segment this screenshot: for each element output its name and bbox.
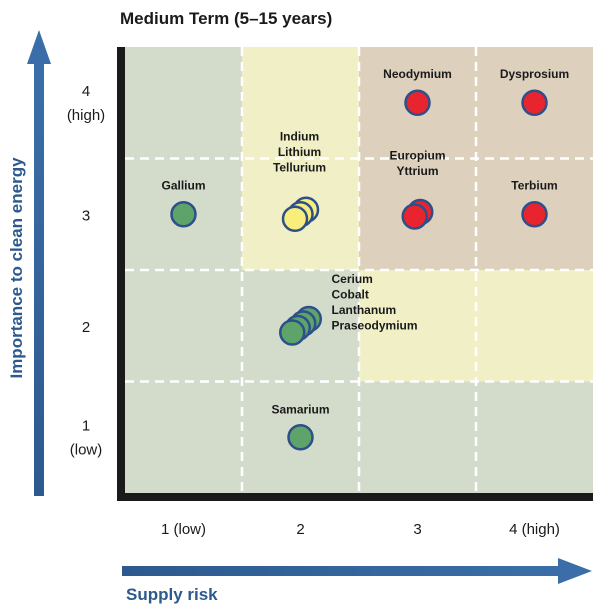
x-tick-2: 2 <box>296 521 304 538</box>
label-neodymium: Neodymium <box>383 67 452 81</box>
x-tick-4-high: 4 (high) <box>509 521 560 538</box>
point-europium <box>401 203 428 230</box>
x-axis-title: Supply risk <box>126 585 218 604</box>
label-samarium: Samarium <box>271 402 329 416</box>
plot-axes <box>117 47 593 501</box>
point-samarium <box>287 424 314 451</box>
label-yttrium: Yttrium <box>397 164 439 178</box>
y-axis-arrow <box>27 30 51 496</box>
y-tick-1: 1 <box>82 417 90 434</box>
point-gallium <box>170 201 197 228</box>
x-tick-labels: 1 (low) 2 3 4 (high) <box>161 521 560 538</box>
y-tick-low: (low) <box>70 441 103 458</box>
y-tick-4: 4 <box>82 83 90 100</box>
y-tick-2: 2 <box>82 319 90 336</box>
x-tick-3: 3 <box>413 521 421 538</box>
label-cobalt: Cobalt <box>332 287 369 301</box>
point-indium <box>281 205 309 232</box>
label-lithium: Lithium <box>278 145 321 159</box>
x-tick-1-low: 1 (low) <box>161 521 206 538</box>
point-cerium <box>279 319 306 346</box>
x-axis-line <box>117 493 593 501</box>
y-axis-title: Importance to clean energy <box>7 157 26 379</box>
label-tellurium: Tellurium <box>273 160 326 174</box>
y-tick-3: 3 <box>82 207 90 224</box>
label-gallium: Gallium <box>161 178 205 192</box>
label-indium: Indium <box>280 129 319 143</box>
y-axis-line <box>117 47 125 501</box>
label-dysprosium: Dysprosium <box>500 67 569 81</box>
point-terbium <box>521 201 548 228</box>
data-points <box>170 89 548 451</box>
grid-lines <box>125 47 593 493</box>
label-europium: Europium <box>390 148 446 162</box>
label-terbium: Terbium <box>511 178 557 192</box>
x-axis-arrow <box>122 558 592 584</box>
point-dysprosium <box>521 89 548 116</box>
label-praseodymium: Praseodymium <box>332 318 418 332</box>
label-lanthanum: Lanthanum <box>332 303 397 317</box>
y-tick-labels: 1 (low) 2 3 4 (high) <box>67 83 105 459</box>
y-tick-high: (high) <box>67 107 105 124</box>
point-neodymium <box>404 89 431 116</box>
chart-title: Medium Term (5–15 years) <box>120 9 332 28</box>
label-cerium: Cerium <box>332 272 373 286</box>
